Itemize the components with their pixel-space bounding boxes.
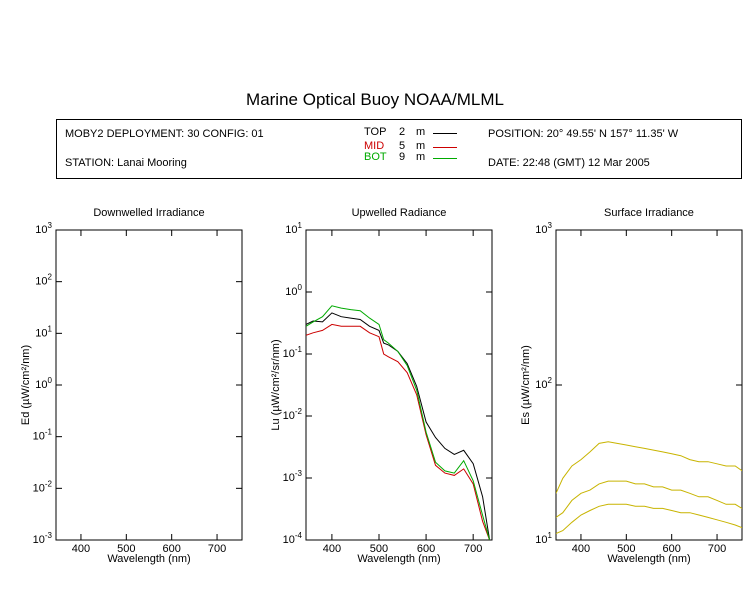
legend-depth: 5 xyxy=(399,140,406,152)
y-tick-label: 10-3 xyxy=(33,531,53,546)
legend-depth: 2 xyxy=(399,126,406,138)
plot-frame xyxy=(555,229,743,541)
y-tick-label: 102 xyxy=(35,273,52,288)
y-axis-label: Es (µW/cm²/nm) xyxy=(520,345,532,425)
y-axis-label: Lu (µW/cm²/sr/nm) xyxy=(270,339,282,430)
y-tick-label: 101 xyxy=(535,531,552,546)
x-tick-label: 600 xyxy=(163,543,181,555)
y-tick-label: 10-1 xyxy=(33,428,53,443)
x-axis-label: Wavelength (nm) xyxy=(107,553,190,565)
chart-title: Upwelled Radiance xyxy=(352,207,447,219)
plot-frame xyxy=(55,229,243,541)
date-label: DATE: 22:48 (GMT) 12 Mar 2005 xyxy=(488,157,650,169)
x-tick-label: 400 xyxy=(72,543,90,555)
legend-line xyxy=(433,158,457,159)
y-axis-label: Ed (µW/cm²/nm) xyxy=(20,345,32,425)
series-line-1 xyxy=(556,441,742,494)
plot-frame xyxy=(305,229,493,541)
series-line-mid xyxy=(306,323,491,540)
x-tick-label: 400 xyxy=(572,543,590,555)
y-tick-label: 102 xyxy=(535,376,552,391)
x-tick-label: 400 xyxy=(323,543,341,555)
y-tick-label: 101 xyxy=(35,324,52,339)
legend-unit: m xyxy=(416,140,426,152)
legend-line xyxy=(433,147,457,148)
legend-depth: 9 xyxy=(399,151,406,163)
x-axis-label: Wavelength (nm) xyxy=(357,553,440,565)
legend-name: MID xyxy=(364,140,385,152)
x-tick-label: 700 xyxy=(464,543,482,555)
chart-panel-1: Downwelled Irradiance 400 500 600 700 10-3 10-… xyxy=(20,207,243,565)
y-tick-label: 103 xyxy=(535,221,552,236)
info-box: MOBY2 DEPLOYMENT: 30 CONFIG: 01 STATION:… xyxy=(56,119,742,179)
x-tick-label: 500 xyxy=(370,543,388,555)
x-tick-label: 700 xyxy=(208,543,226,555)
legend-name: BOT xyxy=(364,151,387,163)
y-tick-label: 100 xyxy=(35,376,52,391)
series-line-3 xyxy=(556,503,742,535)
y-tick-label: 10-2 xyxy=(283,407,303,422)
x-tick-label: 700 xyxy=(708,543,726,555)
x-axis-label: Wavelength (nm) xyxy=(607,553,690,565)
y-tick-label: 10-2 xyxy=(33,479,53,494)
page-title: Marine Optical Buoy NOAA/MLML xyxy=(246,90,504,109)
y-tick-label: 10-1 xyxy=(283,345,303,360)
chart-panel-3: Surface Irradiance 400 500 600 700 101 102 103 W… xyxy=(520,207,743,565)
y-tick-label: 100 xyxy=(285,283,302,298)
y-tick-label: 103 xyxy=(35,221,52,236)
legend-name: TOP xyxy=(364,126,387,138)
y-tick-label: 10-4 xyxy=(283,531,303,546)
deployment-label: MOBY2 DEPLOYMENT: 30 CONFIG: 01 xyxy=(65,128,264,140)
y-tick-label: 101 xyxy=(285,221,302,236)
series-line-bot xyxy=(306,305,491,540)
y-tick-label: 10-3 xyxy=(283,469,303,484)
position-label: POSITION: 20° 49.55' N 157° 11.35' W xyxy=(488,128,679,140)
series-line-2 xyxy=(556,480,742,518)
legend-line xyxy=(433,133,457,134)
station-label: STATION: Lanai Mooring xyxy=(65,157,187,169)
chart-panel-2: Upwelled Radiance 400 500 600 700 10-4 10-3 10-… xyxy=(270,207,493,565)
legend-unit: m xyxy=(416,126,426,138)
x-tick-label: 500 xyxy=(617,543,635,555)
legend-unit: m xyxy=(416,151,426,163)
x-tick-label: 600 xyxy=(663,543,681,555)
chart-title: Surface Irradiance xyxy=(604,207,694,219)
x-tick-label: 600 xyxy=(417,543,435,555)
chart-title: Downwelled Irradiance xyxy=(93,207,204,219)
x-tick-label: 500 xyxy=(117,543,135,555)
series-line-top xyxy=(306,312,491,540)
